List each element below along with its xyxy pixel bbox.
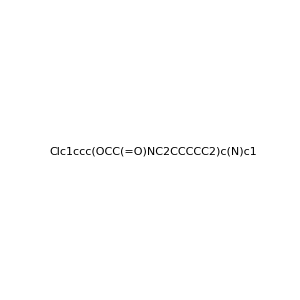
Text: Clc1ccc(OCC(=O)NC2CCCCC2)c(N)c1: Clc1ccc(OCC(=O)NC2CCCCC2)c(N)c1	[50, 146, 258, 157]
